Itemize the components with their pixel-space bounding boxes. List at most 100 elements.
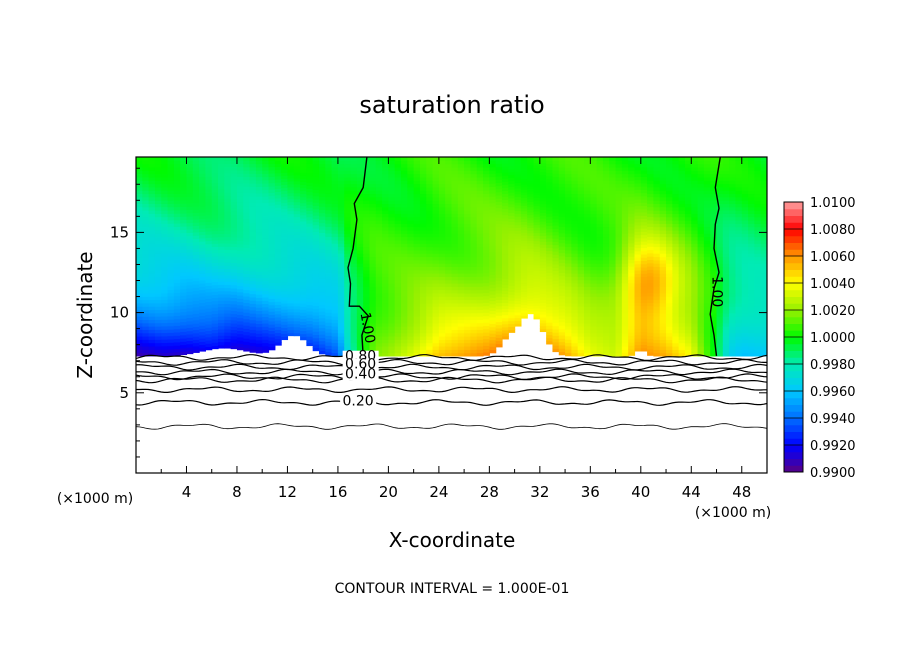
field-cell — [382, 206, 389, 211]
field-cell — [325, 279, 333, 284]
field-cell — [621, 229, 629, 234]
field-cell — [344, 256, 352, 261]
field-cell — [514, 162, 522, 167]
field-cell — [262, 316, 270, 321]
field-cell — [596, 269, 604, 274]
field-cell — [407, 296, 415, 301]
field-cell — [527, 290, 535, 294]
field-cell — [199, 257, 207, 262]
field-cell — [565, 335, 572, 340]
field-cell — [634, 283, 642, 287]
field-cell — [552, 319, 560, 323]
field-cell — [306, 329, 314, 334]
field-cell — [224, 169, 232, 174]
field-cell — [401, 170, 408, 175]
field-cell — [224, 182, 232, 187]
field-cell — [180, 259, 188, 263]
field-cell — [552, 270, 560, 275]
field-cell — [306, 185, 314, 190]
field-cell — [236, 269, 244, 274]
field-cell — [571, 312, 579, 317]
field-cell — [300, 157, 307, 161]
field-cell — [356, 292, 364, 297]
field-cell — [571, 276, 579, 281]
field-cell — [495, 226, 503, 231]
field-cell — [205, 266, 213, 270]
field-cell — [199, 234, 207, 239]
field-cell — [350, 170, 358, 175]
field-cell — [527, 274, 535, 278]
field-cell — [596, 160, 604, 165]
field-cell — [483, 252, 490, 257]
field-cell — [634, 234, 642, 239]
field-cell — [401, 296, 408, 301]
field-cell — [218, 198, 225, 203]
field-cell — [262, 186, 270, 191]
field-cell — [419, 276, 427, 281]
field-cell — [224, 230, 232, 234]
field-cell — [224, 328, 232, 333]
field-cell — [489, 235, 497, 240]
field-cell — [546, 160, 554, 164]
field-cell — [647, 170, 655, 175]
field-cell — [243, 218, 251, 223]
field-cell — [161, 292, 169, 297]
field-cell — [621, 273, 629, 277]
field-cell — [451, 292, 459, 297]
field-cell — [306, 213, 314, 218]
field-cell — [584, 180, 591, 185]
field-cell — [495, 169, 503, 174]
field-cell — [426, 309, 434, 314]
field-cell — [495, 166, 503, 171]
field-cell — [520, 245, 528, 249]
field-cell — [192, 306, 200, 311]
field-cell — [388, 269, 396, 274]
field-cell — [356, 345, 364, 350]
field-cell — [489, 245, 497, 249]
field-cell — [180, 170, 188, 175]
field-cell — [300, 236, 307, 240]
field-cell — [609, 239, 617, 244]
field-cell — [218, 239, 225, 244]
field-cell — [426, 279, 434, 284]
field-cell — [615, 157, 623, 161]
field-cell — [634, 276, 642, 281]
field-cell — [621, 206, 629, 211]
field-cell — [489, 261, 497, 266]
field-cell — [281, 312, 289, 316]
field-cell — [274, 260, 282, 265]
field-cell — [262, 332, 270, 337]
field-cell — [331, 229, 339, 234]
field-cell — [154, 256, 162, 261]
field-cell — [375, 302, 383, 307]
field-cell — [136, 259, 143, 264]
field-cell — [394, 160, 402, 165]
field-cell — [413, 306, 421, 311]
field-cell — [438, 342, 446, 347]
field-cell — [419, 345, 427, 350]
field-cell — [609, 186, 617, 191]
field-cell — [167, 180, 175, 185]
field-cell — [255, 264, 263, 269]
field-cell — [464, 279, 472, 284]
field-cell — [243, 224, 251, 229]
field-cell — [312, 298, 320, 303]
field-cell — [236, 330, 244, 335]
field-cell — [647, 266, 655, 270]
field-cell — [344, 203, 352, 208]
field-cell — [432, 336, 440, 340]
field-cell — [161, 193, 169, 198]
field-cell — [199, 334, 207, 339]
field-cell — [350, 302, 358, 307]
field-cell — [325, 338, 333, 343]
field-cell — [419, 173, 427, 178]
field-cell — [426, 239, 434, 244]
field-cell — [495, 217, 503, 221]
field-cell — [615, 170, 623, 175]
field-cell — [640, 312, 648, 316]
field-cell — [489, 303, 497, 308]
field-cell — [375, 163, 383, 168]
field-cell — [211, 259, 219, 263]
field-cell — [369, 233, 377, 238]
field-cell — [558, 236, 566, 240]
